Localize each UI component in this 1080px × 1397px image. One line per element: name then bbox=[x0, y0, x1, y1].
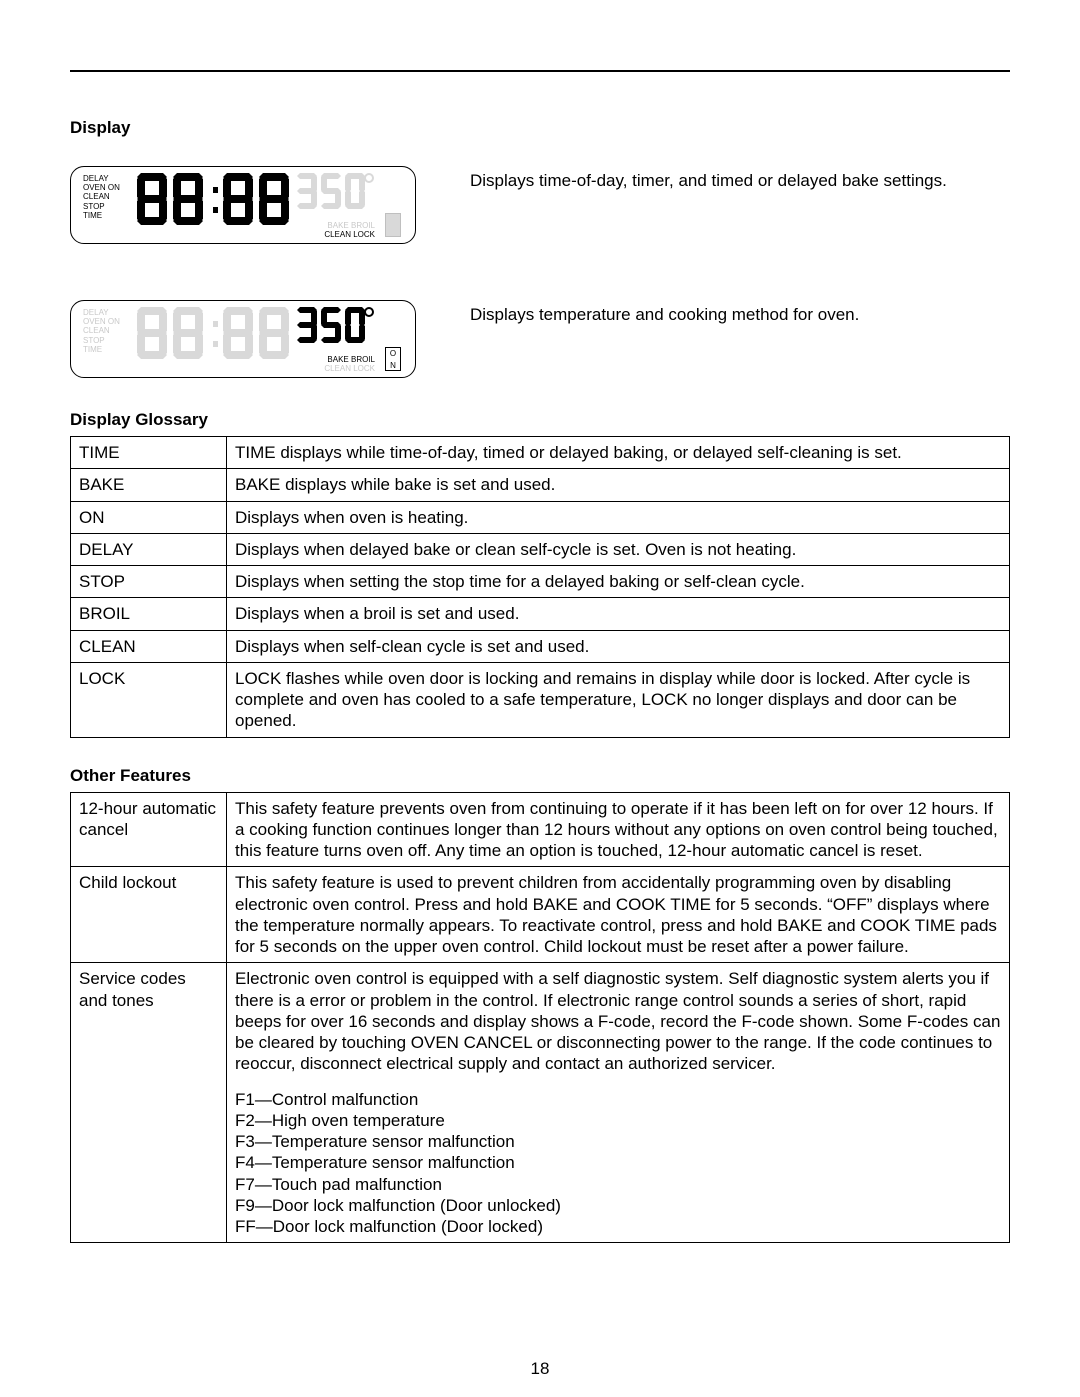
label-clean-d: CLEAN bbox=[83, 326, 120, 335]
table-row: LOCKLOCK flashes while oven door is lock… bbox=[71, 662, 1010, 737]
panel-right-labels-2: BAKE BROIL CLEAN LOCK bbox=[324, 355, 375, 373]
seven-segment-time-dim bbox=[137, 307, 297, 361]
glossary-desc: Displays when delayed bake or clean self… bbox=[227, 533, 1010, 565]
feature-desc: Electronic oven control is equipped with… bbox=[227, 963, 1010, 1243]
f-code-item: F1—Control malfunction bbox=[235, 1089, 1001, 1110]
label-clean-lock-2: CLEAN LOCK bbox=[324, 364, 375, 373]
glossary-term: BAKE bbox=[71, 469, 227, 501]
display-row-1: DELAY OVEN ON CLEAN STOP TIME bbox=[70, 166, 1010, 244]
table-row: DELAYDisplays when delayed bake or clean… bbox=[71, 533, 1010, 565]
on-o: O bbox=[386, 348, 400, 360]
f-code-item: F3—Temperature sensor malfunction bbox=[235, 1131, 1001, 1152]
glossary-desc: Displays when a broil is set and used. bbox=[227, 598, 1010, 630]
table-row: BAKEBAKE displays while bake is set and … bbox=[71, 469, 1010, 501]
label-time: TIME bbox=[83, 211, 120, 220]
display-row-2: DELAY OVEN ON CLEAN STOP TIME bbox=[70, 300, 1010, 378]
page-number: 18 bbox=[0, 1359, 1080, 1379]
label-time-d: TIME bbox=[83, 345, 120, 354]
label-bake-broil: BAKE BROIL bbox=[324, 221, 375, 230]
heading-display: Display bbox=[70, 118, 1010, 138]
on-indicator-box-dim bbox=[385, 213, 401, 237]
table-row: STOPDisplays when setting the stop time … bbox=[71, 566, 1010, 598]
table-row: CLEANDisplays when self-clean cycle is s… bbox=[71, 630, 1010, 662]
temp-area-dim bbox=[297, 173, 375, 220]
label-clean: CLEAN bbox=[83, 192, 120, 201]
glossary-term: TIME bbox=[71, 437, 227, 469]
f-code-item: F7—Touch pad malfunction bbox=[235, 1174, 1001, 1195]
table-row: 12-hour automatic cancelThis safety feat… bbox=[71, 792, 1010, 867]
panel1-desc: Displays time-of-day, timer, and timed o… bbox=[470, 166, 947, 244]
glossary-desc: Displays when setting the stop time for … bbox=[227, 566, 1010, 598]
features-table: 12-hour automatic cancelThis safety feat… bbox=[70, 792, 1010, 1244]
table-row: BROILDisplays when a broil is set and us… bbox=[71, 598, 1010, 630]
glossary-desc: Displays when self-clean cycle is set an… bbox=[227, 630, 1010, 662]
f-code-item: F2—High oven temperature bbox=[235, 1110, 1001, 1131]
table-row: Child lockoutThis safety feature is used… bbox=[71, 867, 1010, 963]
heading-other: Other Features bbox=[70, 766, 1010, 786]
glossary-table: TIMETIME displays while time-of-day, tim… bbox=[70, 436, 1010, 738]
panel-left-labels: DELAY OVEN ON CLEAN STOP TIME bbox=[83, 174, 120, 220]
seven-segment-time bbox=[137, 173, 297, 227]
label-oven-on-d: OVEN ON bbox=[83, 317, 120, 326]
label-bake-broil-2: BAKE BROIL bbox=[324, 355, 375, 364]
glossary-term: CLEAN bbox=[71, 630, 227, 662]
panel-right-labels: BAKE BROIL CLEAN LOCK bbox=[324, 221, 375, 239]
glossary-desc: BAKE displays while bake is set and used… bbox=[227, 469, 1010, 501]
table-row: TIMETIME displays while time-of-day, tim… bbox=[71, 437, 1010, 469]
f-code-item: F9—Door lock malfunction (Door unlocked) bbox=[235, 1195, 1001, 1216]
on-indicator-box: O N bbox=[385, 347, 401, 371]
manual-page: Display DELAY OVEN ON CLEAN STOP TIME bbox=[0, 0, 1080, 1397]
glossary-term: DELAY bbox=[71, 533, 227, 565]
label-oven-on: OVEN ON bbox=[83, 183, 120, 192]
glossary-desc: LOCK flashes while oven door is locking … bbox=[227, 662, 1010, 737]
display-panel-temp: DELAY OVEN ON CLEAN STOP TIME bbox=[70, 300, 416, 378]
label-stop: STOP bbox=[83, 202, 120, 211]
feature-term: Service codes and tones bbox=[71, 963, 227, 1243]
glossary-desc: Displays when oven is heating. bbox=[227, 501, 1010, 533]
panel-left-labels-dim: DELAY OVEN ON CLEAN STOP TIME bbox=[83, 308, 120, 354]
f-code-item: FF—Door lock malfunction (Door locked) bbox=[235, 1216, 1001, 1237]
top-rule bbox=[70, 70, 1010, 72]
feature-term: 12-hour automatic cancel bbox=[71, 792, 227, 867]
table-row: Service codes and tonesElectronic oven c… bbox=[71, 963, 1010, 1243]
label-delay-d: DELAY bbox=[83, 308, 120, 317]
glossary-term: STOP bbox=[71, 566, 227, 598]
glossary-term: ON bbox=[71, 501, 227, 533]
feature-term: Child lockout bbox=[71, 867, 227, 963]
temp-area-active bbox=[297, 307, 375, 354]
heading-glossary: Display Glossary bbox=[70, 410, 1010, 430]
label-stop-d: STOP bbox=[83, 336, 120, 345]
glossary-term: LOCK bbox=[71, 662, 227, 737]
display-panel-time: DELAY OVEN ON CLEAN STOP TIME bbox=[70, 166, 416, 244]
label-delay: DELAY bbox=[83, 174, 120, 183]
glossary-term: BROIL bbox=[71, 598, 227, 630]
f-code-item: F4—Temperature sensor malfunction bbox=[235, 1152, 1001, 1173]
label-clean-lock: CLEAN LOCK bbox=[324, 230, 375, 239]
f-code-list: F1—Control malfunctionF2—High oven tempe… bbox=[235, 1089, 1001, 1238]
feature-desc: This safety feature is used to prevent c… bbox=[227, 867, 1010, 963]
glossary-desc: TIME displays while time-of-day, timed o… bbox=[227, 437, 1010, 469]
on-n: N bbox=[386, 360, 400, 372]
feature-desc: This safety feature prevents oven from c… bbox=[227, 792, 1010, 867]
panel2-desc: Displays temperature and cooking method … bbox=[470, 300, 859, 378]
table-row: ONDisplays when oven is heating. bbox=[71, 501, 1010, 533]
